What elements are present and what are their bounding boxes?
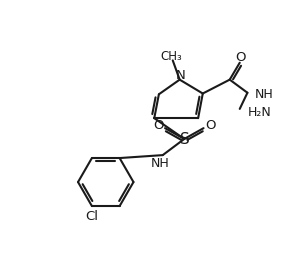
Text: O: O [205,118,216,131]
Text: NH: NH [151,156,170,169]
Text: H₂N: H₂N [247,106,271,119]
Text: O: O [153,118,163,131]
Text: O: O [235,51,246,64]
Text: CH₃: CH₃ [160,49,182,62]
Text: N: N [176,69,185,82]
Text: S: S [180,132,190,147]
Text: Cl: Cl [86,209,98,222]
Text: NH: NH [255,88,274,101]
